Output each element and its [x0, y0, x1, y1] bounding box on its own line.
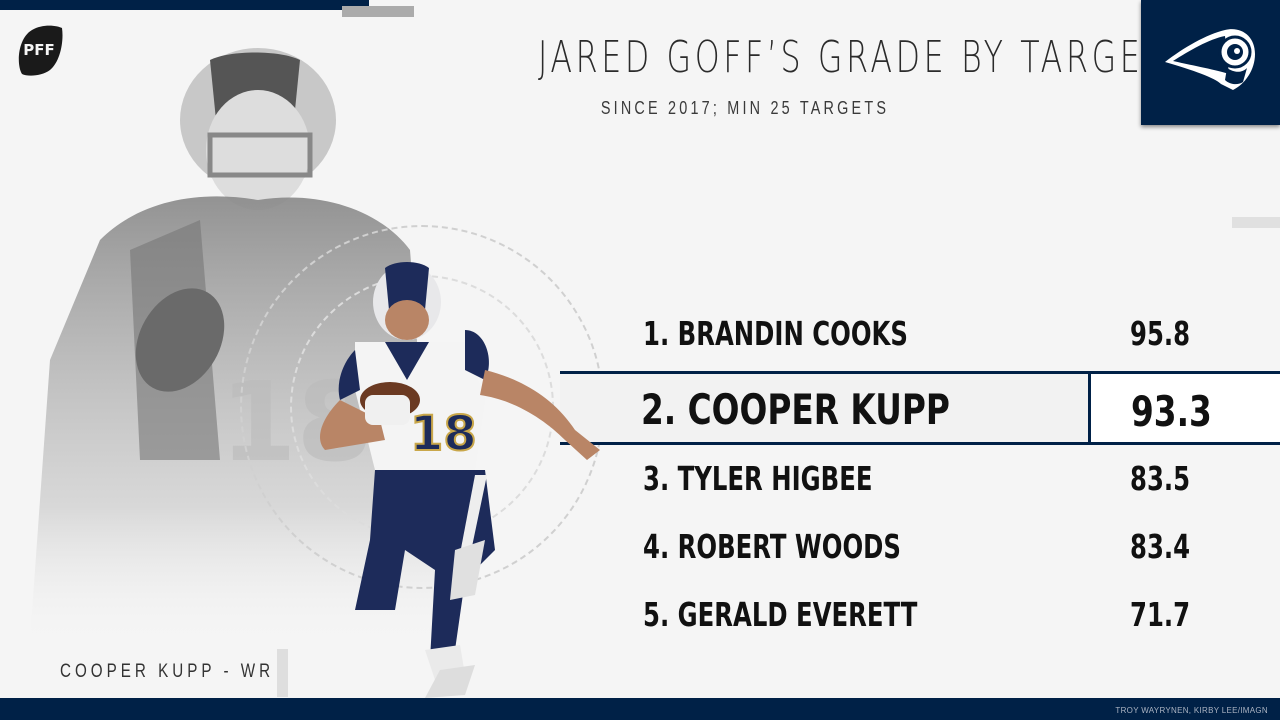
player-name: 1. BRANDIN COOKS [643, 314, 908, 353]
player-caption: COOPER KUPP - WR [60, 661, 275, 682]
featured-player-photo: 18 [320, 262, 600, 698]
player-grade: 71.7 [1130, 595, 1191, 634]
top-accent-bar [0, 0, 369, 10]
highlight-value-box [1088, 374, 1280, 442]
pff-logo-icon: PFF [18, 25, 63, 76]
player-grade: 95.8 [1130, 314, 1191, 353]
team-logo-box [1141, 0, 1280, 125]
photo-credit: TROY WAYRYNEN, KIRBY LEE/IMAGN [1115, 706, 1268, 715]
rams-logo-icon [1165, 29, 1255, 90]
player-name: 3. TYLER HIGBEE [643, 459, 873, 498]
bottom-bar [0, 698, 1280, 720]
page-subtitle: SINCE 2017; MIN 25 TARGETS [600, 98, 890, 118]
highlighted-player-grade: 93.3 [1131, 387, 1212, 436]
caption-accent-bar [277, 649, 288, 697]
svg-text:PFF: PFF [23, 41, 55, 59]
player-name: 5. GERALD EVERETT [643, 595, 918, 634]
page-title: JARED GOFF’S GRADE BY TARGET [538, 32, 1167, 83]
player-grade: 83.5 [1130, 459, 1191, 498]
top-gray-accent [342, 6, 414, 17]
right-gray-accent [1232, 217, 1280, 228]
player-grade: 83.4 [1130, 527, 1191, 566]
player-name: 4. ROBERT WOODS [643, 527, 901, 566]
svg-text:18: 18 [410, 406, 477, 462]
highlighted-player-name: 2. COOPER KUPP [641, 385, 950, 434]
